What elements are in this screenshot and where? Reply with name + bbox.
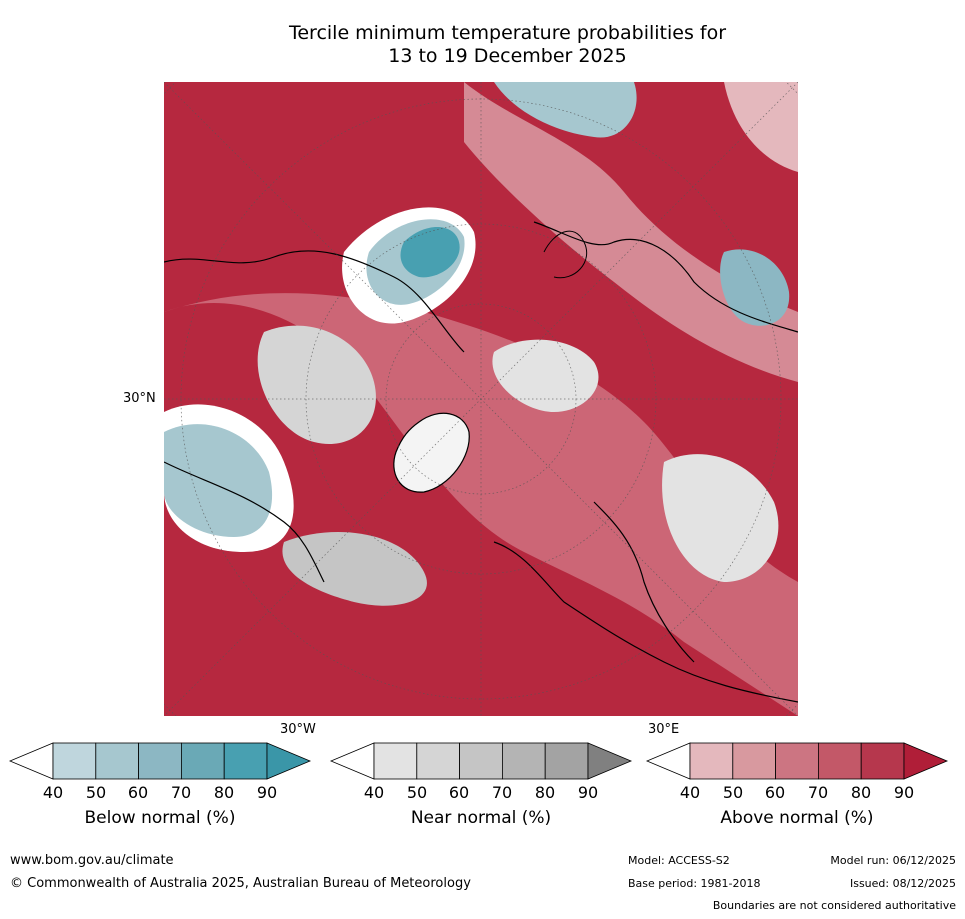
tick: 50 [406,783,428,802]
colorbar-segment [459,742,503,780]
colorbar-extend-high [266,742,312,780]
footer-site-link[interactable]: www.bom.gov.au/climate [10,853,174,868]
colorbar-above-normal [645,742,949,780]
footer-copyright: © Commonwealth of Australia 2025, Austra… [10,876,471,891]
colorbar-segment [775,742,819,780]
title-line-1: Tercile minimum temperature probabilitie… [288,22,727,44]
near-normal-region-atlantic [282,532,427,606]
graticule [164,82,798,716]
footer-model: Model: ACCESS-S2 [628,854,730,867]
below-normal-region-east [720,249,790,326]
colorbar-extend-low [8,742,54,780]
tick: 40 [42,783,64,802]
tick: 50 [722,783,744,802]
above-normal-light-northeast [724,82,798,172]
tick: 70 [170,783,192,802]
footer-disclaimer: Boundaries are not considered authoritat… [712,899,956,912]
colorbar-segment [544,742,589,780]
near-normal-region [257,325,376,444]
label-30n: 30°N [123,391,156,406]
tick: 40 [363,783,385,802]
tick: 60 [127,783,149,802]
colorbar-segment [416,742,461,780]
colorbar-segment [817,742,862,780]
colorbar-segment [732,742,777,780]
map-title: Tercile minimum temperature probabilitie… [160,22,855,68]
below-normal-core-alaska [400,227,460,278]
greenland-outline [393,412,470,493]
tick: 40 [679,783,701,802]
tick: 70 [807,783,829,802]
colorbar-above-svg [645,742,949,780]
tick: 70 [491,783,513,802]
near-normal-region-asia [662,454,779,582]
colorbar-extend-high [903,742,949,780]
footer-issued: Issued: 08/12/2025 [849,877,956,890]
colorbar-segment [180,742,225,780]
tick: 80 [850,783,872,802]
tick: 50 [85,783,107,802]
tick: 90 [256,783,278,802]
colorbar-below-svg [8,742,312,780]
coastline-canada-east [164,461,325,583]
tick: 90 [577,783,599,802]
tick: 90 [893,783,915,802]
colorbar-extend-low [329,742,375,780]
colorbar-segment [223,742,268,780]
above-normal-band-light [464,82,798,382]
coastline-siberia [533,221,798,333]
label-30e: 30°E [648,722,680,737]
colorbar-near-title: Near normal (%) [410,808,552,828]
tick: 80 [213,783,235,802]
colorbar-below-title: Below normal (%) [84,808,236,828]
colorbar-segment [689,742,734,780]
meridian-135 [164,82,798,716]
colorbar-segment [52,742,97,780]
coastline-europe [493,541,798,703]
colorbar-extend-high [587,742,633,780]
below-normal-region-canada [164,424,273,537]
colorbar-segment [95,742,140,780]
probability-map [164,82,798,716]
colorbar-above-title: Above normal (%) [720,808,874,828]
colorbar-near-svg [329,742,633,780]
coastline-scandinavia [593,501,695,663]
colorbar-segment [501,742,546,780]
footer-base-period: Base period: 1981-2018 [628,877,761,890]
tick: 60 [448,783,470,802]
near-normal-region-arctic [492,339,599,412]
tick: 60 [764,783,786,802]
coastline-bering [543,230,588,279]
colorbar-near-normal [329,742,633,780]
colorbar-segment [373,742,418,780]
colorbar-extend-low [645,742,691,780]
label-30w: 30°W [280,722,316,737]
coastline-north-america [164,250,465,353]
tick: 80 [534,783,556,802]
title-line-2: 13 to 19 December 2025 [388,45,627,67]
colorbar-segment [138,742,182,780]
map-canvas [164,82,798,716]
footer-model-run: Model run: 06/12/2025 [830,854,956,867]
colorbar-below-normal [8,742,312,780]
above-normal-band [164,293,798,716]
colorbar-segment [860,742,905,780]
